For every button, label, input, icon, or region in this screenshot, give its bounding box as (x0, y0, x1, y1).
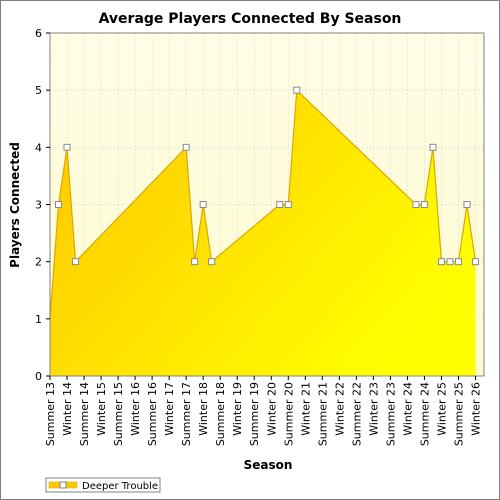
x-tick-label: Summer 15 (112, 382, 125, 446)
x-tick-label: Winter 16 (129, 382, 142, 436)
legend: Deeper Trouble (45, 477, 161, 493)
data-point (284, 201, 292, 208)
data-point (276, 201, 284, 208)
x-tick-label: Summer 20 (282, 382, 295, 446)
y-tick-label: 1 (35, 313, 42, 326)
data-point (420, 201, 428, 208)
y-tick-label: 0 (35, 370, 42, 383)
x-axis-title: Season (244, 458, 293, 472)
x-tick-label: Summer 13 (44, 382, 57, 446)
x-tick-label: Summer 22 (350, 382, 363, 446)
y-axis-title: Players Connected (8, 142, 22, 268)
x-tick-label: Summer 21 (316, 382, 329, 446)
x-tick-label: Winter 26 (469, 382, 482, 436)
data-point (412, 201, 420, 208)
data-point (437, 258, 445, 266)
x-tick-label: Winter 19 (231, 382, 244, 436)
x-tick-label: Summer 18 (214, 382, 227, 446)
x-tick-label: Summer 19 (248, 382, 261, 446)
y-tick-label: 3 (35, 199, 42, 212)
y-axis-ticks: 0 1 2 3 4 5 6 (35, 27, 50, 383)
data-point (454, 258, 462, 266)
x-tick-label: Summer 24 (418, 382, 431, 446)
x-tick-label: Summer 14 (78, 382, 91, 446)
data-point (208, 258, 216, 266)
x-tick-label: Winter 18 (197, 382, 210, 436)
data-point (293, 86, 301, 94)
data-point (463, 201, 471, 208)
marker-layer (55, 86, 479, 266)
data-point (446, 258, 454, 266)
data-point (429, 143, 437, 151)
x-tick-label: Summer 16 (146, 382, 159, 446)
x-tick-label: Winter 20 (265, 382, 278, 436)
x-tick-label: Winter 23 (367, 382, 380, 436)
legend-box (45, 477, 161, 493)
x-tick-label: Winter 25 (435, 382, 448, 436)
x-tick-label: Winter 22 (333, 382, 346, 436)
chart-title: Average Players Connected By Season (99, 11, 402, 27)
x-tick-label: Winter 24 (401, 382, 414, 436)
y-tick-label: 6 (35, 27, 42, 40)
data-point (191, 258, 199, 266)
x-tick-label: Winter 17 (163, 382, 176, 436)
x-tick-label: Summer 23 (384, 382, 397, 446)
data-point (182, 143, 190, 151)
legend-marker-icon (59, 481, 67, 489)
x-tick-label: Winter 15 (95, 382, 108, 436)
legend-label: Deeper Trouble (82, 481, 158, 492)
y-tick-label: 2 (35, 256, 42, 269)
x-axis-ticks: Summer 13 Winter 14 Summer 14 Winter 15 Summ… (44, 376, 482, 446)
series-area (50, 90, 476, 377)
x-tick-label: Winter 14 (61, 382, 74, 436)
y-tick-label: 5 (35, 84, 42, 97)
data-point (63, 143, 71, 151)
x-tick-label: Summer 17 (180, 382, 193, 446)
x-tick-label: Summer 25 (452, 382, 465, 446)
data-point (55, 201, 63, 208)
data-point (471, 258, 479, 266)
x-tick-label: Winter 21 (299, 382, 312, 436)
data-point (72, 258, 80, 266)
data-point (199, 201, 207, 208)
y-tick-label: 4 (35, 141, 42, 154)
